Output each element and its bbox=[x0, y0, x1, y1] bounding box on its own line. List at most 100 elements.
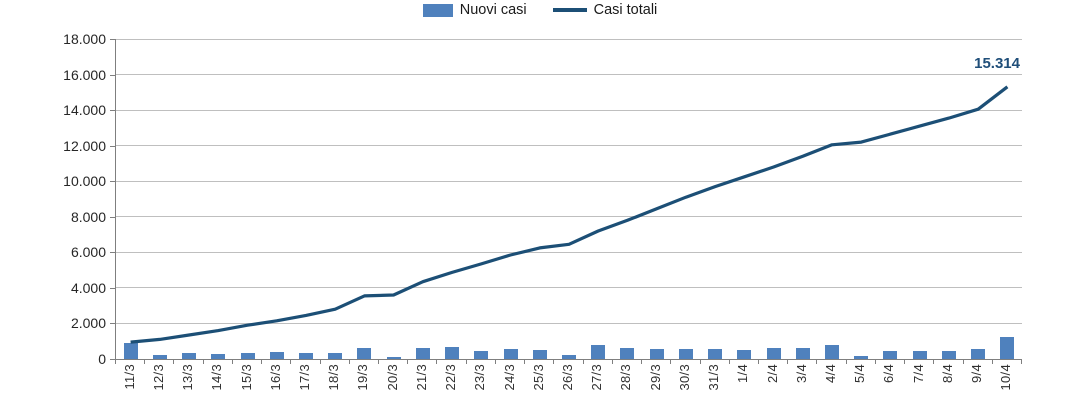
y-axis-tick-label: 2.000 bbox=[70, 315, 106, 332]
bar bbox=[854, 355, 869, 359]
x-axis-tick bbox=[494, 360, 496, 364]
bar bbox=[503, 348, 518, 359]
x-axis-tick-label: 23/3 bbox=[472, 364, 488, 391]
x-axis-tick bbox=[115, 360, 116, 364]
y-axis-tick bbox=[110, 216, 115, 218]
y-axis-labels: 0 2.000 4.000 6.000 8.000 10.000 12.000 14.000 1… bbox=[0, 31, 106, 367]
bar bbox=[678, 348, 693, 359]
x-axis-tick-label: 19/3 bbox=[355, 364, 371, 391]
x-axis-tick bbox=[582, 360, 584, 364]
x-axis-tick-label: 8/4 bbox=[939, 364, 955, 383]
bar bbox=[795, 348, 810, 359]
y-axis-tick-label: 8.000 bbox=[70, 208, 106, 225]
x-axis-tick bbox=[757, 360, 759, 364]
x-axis-tick-label: 11/3 bbox=[121, 364, 137, 390]
x-axis-tick-label: 31/3 bbox=[706, 364, 722, 391]
bar bbox=[474, 351, 489, 359]
x-axis-tick bbox=[845, 360, 847, 364]
bar bbox=[562, 355, 576, 359]
bar bbox=[182, 353, 197, 359]
gridline bbox=[116, 74, 1022, 76]
chart-legend: Nuovi casi Casi totali bbox=[0, 2, 1080, 18]
total-cases-line bbox=[130, 85, 1009, 344]
x-axis-tick-label: 29/3 bbox=[647, 364, 663, 391]
gridline bbox=[116, 322, 1022, 324]
y-axis-tick-label: 0 bbox=[98, 351, 106, 367]
gridline bbox=[116, 109, 1022, 111]
x-axis-tick bbox=[202, 360, 204, 364]
bar bbox=[415, 347, 430, 359]
x-axis-tick bbox=[319, 360, 321, 364]
bar bbox=[883, 351, 898, 359]
x-axis-tick bbox=[904, 360, 906, 364]
x-axis-tick-label: 3/4 bbox=[793, 364, 809, 383]
bar bbox=[912, 350, 927, 359]
last-point-data-label: 15.314 bbox=[974, 55, 1020, 72]
x-axis-tick-label: 27/3 bbox=[589, 364, 605, 391]
x-axis-tick-label: 21/3 bbox=[413, 364, 429, 391]
x-axis-tick bbox=[290, 360, 292, 364]
y-axis-tick bbox=[110, 110, 115, 112]
bar bbox=[211, 353, 226, 359]
bar-swatch-icon bbox=[422, 3, 453, 17]
x-axis-tick bbox=[436, 360, 438, 364]
x-axis-tick-label: 28/3 bbox=[618, 364, 634, 391]
legend-item-casi-totali: Casi totali bbox=[552, 2, 657, 18]
y-axis-tick bbox=[110, 39, 115, 40]
bar bbox=[620, 348, 635, 359]
x-axis-tick-label: 5/4 bbox=[852, 364, 868, 383]
x-axis-tick bbox=[641, 360, 643, 364]
bar bbox=[386, 357, 401, 359]
bar bbox=[941, 351, 956, 359]
x-axis-tick-label: 18/3 bbox=[326, 364, 342, 391]
x-axis-tick-label: 4/4 bbox=[823, 364, 839, 383]
y-axis-tick-label: 12.000 bbox=[63, 137, 106, 154]
line-series bbox=[130, 85, 1009, 344]
x-axis-tick bbox=[728, 360, 730, 364]
x-axis-tick bbox=[962, 360, 964, 364]
x-axis-tick bbox=[553, 360, 555, 364]
plot-area: 15.314 bbox=[115, 38, 1022, 360]
x-axis-tick bbox=[378, 360, 380, 364]
x-axis-tick bbox=[348, 360, 350, 364]
bar bbox=[240, 352, 255, 359]
x-axis-tick-label: 13/3 bbox=[180, 364, 196, 391]
x-axis-tick-label: 25/3 bbox=[530, 364, 546, 391]
y-axis-tick bbox=[110, 145, 115, 147]
x-axis-tick bbox=[407, 360, 409, 364]
bar bbox=[298, 352, 313, 359]
y-axis-tick bbox=[110, 181, 115, 183]
bar bbox=[152, 355, 167, 359]
y-axis-tick-label: 14.000 bbox=[63, 102, 106, 119]
x-axis-tick-label: 22/3 bbox=[443, 364, 459, 391]
x-axis-tick-label: 1/4 bbox=[735, 364, 751, 383]
x-axis-tick-label: 14/3 bbox=[209, 364, 225, 391]
gridline bbox=[116, 287, 1022, 289]
bar bbox=[971, 349, 986, 359]
x-axis-tick-label: 9/4 bbox=[969, 364, 985, 383]
bar bbox=[708, 349, 723, 359]
x-axis-tick bbox=[787, 360, 789, 364]
x-axis-tick bbox=[933, 360, 935, 364]
x-axis-tick-label: 24/3 bbox=[501, 364, 517, 391]
x-axis-tick-label: 30/3 bbox=[676, 364, 692, 391]
x-axis-tick bbox=[699, 360, 701, 364]
x-axis-tick-label: 15/3 bbox=[238, 364, 254, 391]
x-axis-tick-label: 20/3 bbox=[384, 364, 400, 391]
bar bbox=[328, 352, 343, 359]
x-axis-tick-label: 10/4 bbox=[998, 364, 1014, 391]
gridline bbox=[116, 251, 1022, 253]
x-axis-tick-label: 26/3 bbox=[560, 364, 575, 391]
y-axis-tick-label: 4.000 bbox=[70, 279, 106, 296]
gridline bbox=[116, 180, 1022, 182]
x-axis-tick bbox=[874, 360, 876, 364]
x-axis-tick bbox=[231, 360, 233, 364]
x-axis-tick bbox=[670, 360, 672, 364]
legend-label: Nuovi casi bbox=[459, 2, 527, 18]
x-axis-tick bbox=[173, 360, 175, 364]
bar bbox=[1000, 336, 1015, 359]
bar bbox=[123, 343, 138, 359]
bar bbox=[532, 350, 547, 359]
bar bbox=[649, 348, 664, 359]
